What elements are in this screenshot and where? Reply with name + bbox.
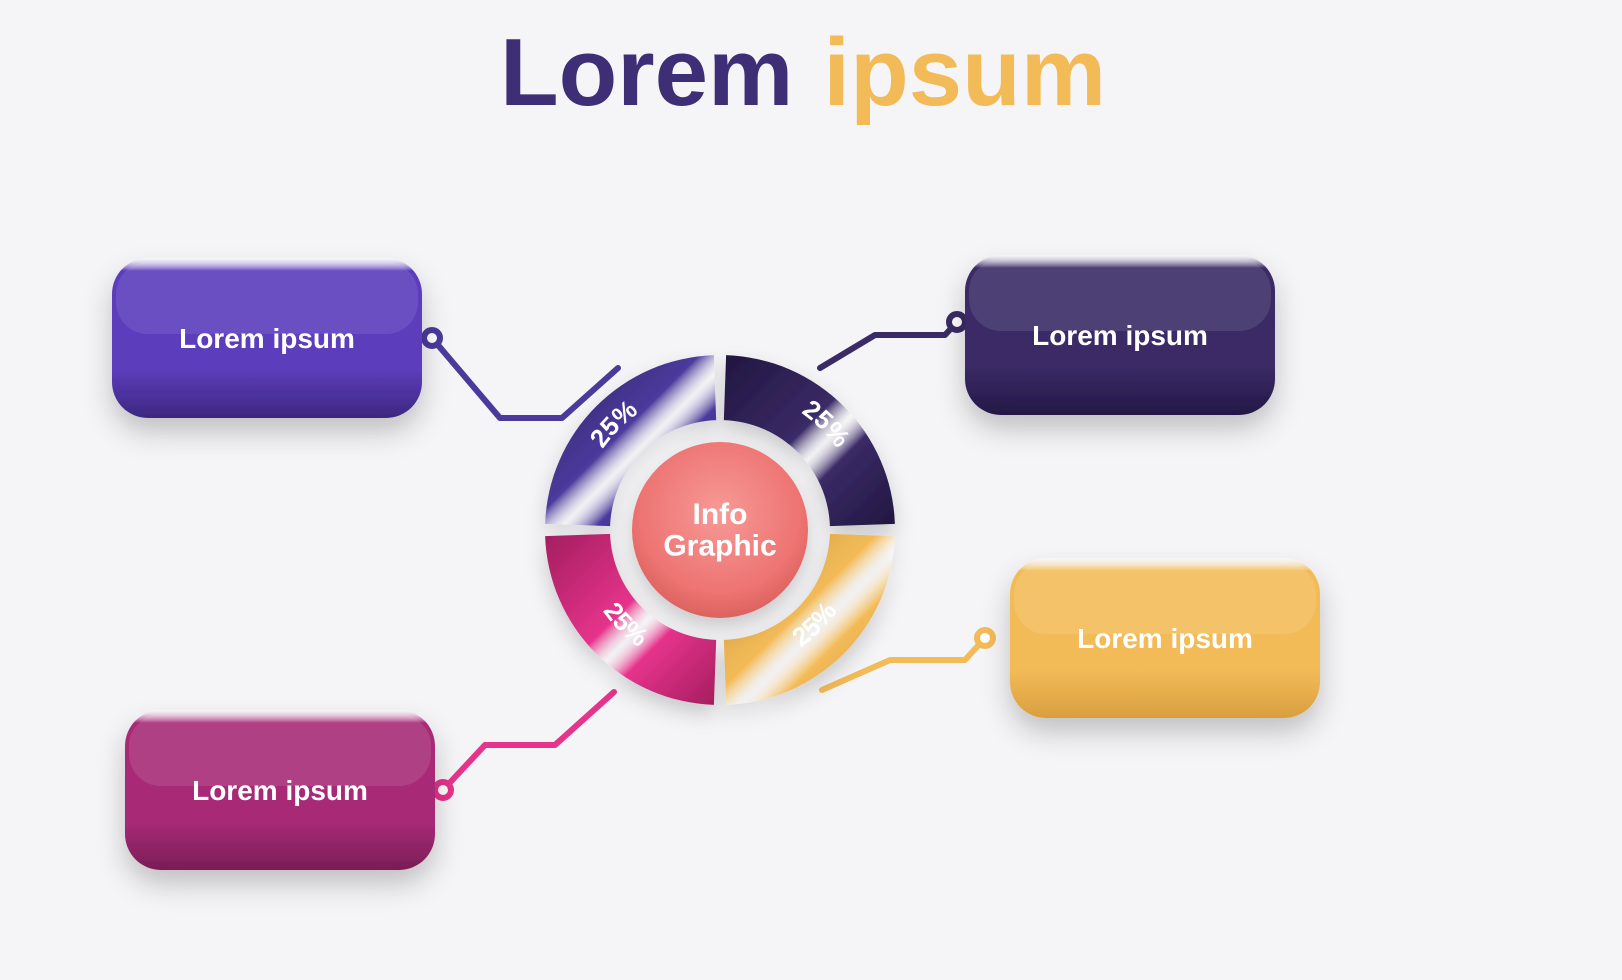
- infographic-stage: Loremipsum25%25%25%25%InfoGraphicLorem i…: [0, 0, 1622, 980]
- connector-dot-bl: [435, 782, 451, 798]
- info-box-label-tl: Lorem ipsum: [179, 323, 355, 354]
- info-box-label-tr: Lorem ipsum: [1032, 320, 1208, 351]
- connector-dot-br: [977, 630, 993, 646]
- center-label-line1: Info: [693, 498, 748, 531]
- info-box-br: Lorem ipsum: [1010, 558, 1320, 718]
- info-box-bl: Lorem ipsum: [125, 710, 435, 870]
- info-box-label-bl: Lorem ipsum: [192, 775, 368, 806]
- info-box-tl: Lorem ipsum: [112, 258, 422, 418]
- info-box-tr: Lorem ipsum: [965, 255, 1275, 415]
- info-box-label-br: Lorem ipsum: [1077, 623, 1253, 654]
- title-word: ipsum: [823, 19, 1106, 126]
- title-word: Lorem: [500, 19, 793, 126]
- connector-dot-tl: [424, 330, 440, 346]
- connector-dot-tr: [949, 314, 965, 330]
- center-label-line2: Graphic: [663, 530, 776, 563]
